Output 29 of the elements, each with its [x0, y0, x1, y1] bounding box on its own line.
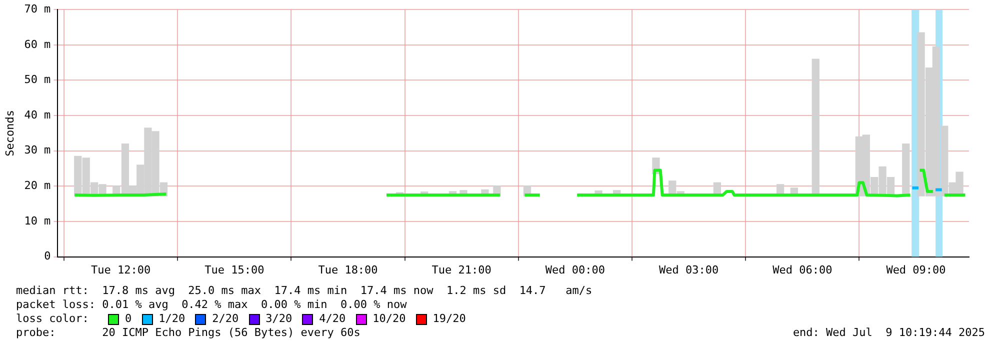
x-tick-label: Tue 21:00	[432, 263, 492, 276]
legend-label: 3/20	[266, 312, 292, 326]
legend-label: 19/20	[432, 312, 466, 326]
y-tick-label: 40 m	[24, 108, 52, 122]
y-tick-label: 50 m	[24, 73, 52, 86]
legend-title: loss color:	[16, 312, 90, 326]
y-tick-label: 60 m	[24, 38, 52, 51]
x-tick-label: Tue 15:00	[204, 263, 264, 276]
text: probe: 20 ICMP Echo Pings (56 Bytes) every 60s	[16, 326, 360, 340]
y-tick-label: 10 m	[24, 214, 52, 228]
text: end: Wed Jul 9 10:19:44 2025	[792, 326, 985, 340]
y-tick-label: 70 m	[24, 2, 52, 16]
text: packet loss: 0.01 % avg 0.42 % max 0.00 % min 0.00 % now	[16, 298, 407, 312]
y-tick-label: 0	[44, 250, 51, 263]
x-tick-label: Tue 12:00	[90, 263, 151, 276]
x-tick-label: Wed 03:00	[658, 263, 719, 276]
legend-label: 2/20	[212, 312, 239, 326]
legend-label: 1/20	[158, 312, 186, 326]
y-tick-label: 20 m	[24, 179, 52, 192]
text: median rtt: 17.8 ms avg 25.0 ms max 17.4 ms min 17.4 ms now 1.2 ms sd 14.7 am/s	[16, 284, 592, 298]
legend-label: 4/20	[319, 312, 346, 326]
x-tick-label: Wed 00:00	[545, 263, 605, 276]
x-tick-label: Wed 06:00	[772, 263, 832, 276]
legend-label: 10/20	[372, 312, 406, 326]
legend-label: 0	[125, 312, 132, 326]
y-axis-title: Seconds	[3, 110, 16, 156]
y-tick-label: 30 m	[24, 144, 52, 157]
x-tick-label: Tue 18:00	[318, 263, 378, 276]
x-tick-label: Wed 09:00	[886, 263, 946, 276]
